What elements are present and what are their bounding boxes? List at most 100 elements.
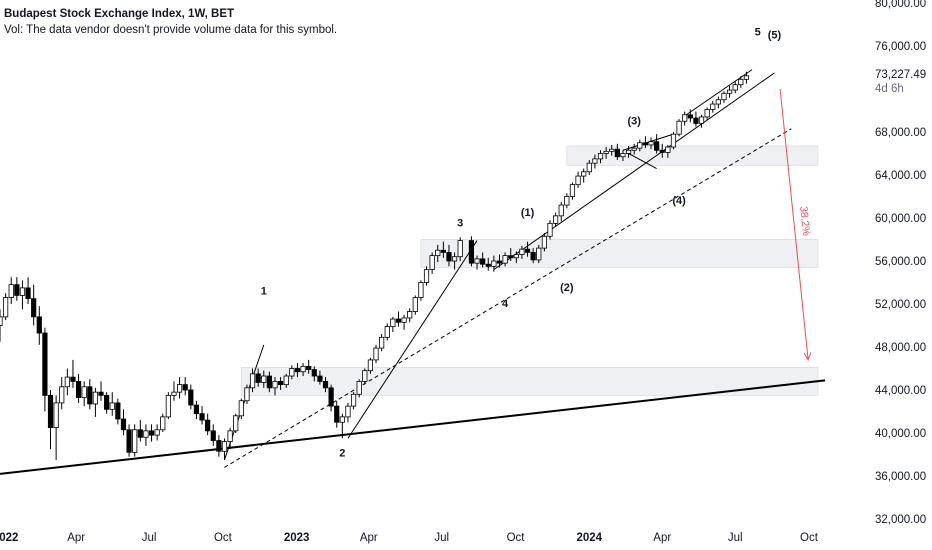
candle-body bbox=[614, 148, 620, 158]
candle-body bbox=[715, 99, 721, 105]
price-tick-label: 60,000.00 bbox=[875, 213, 926, 225]
candle-body bbox=[732, 84, 738, 91]
candle-body bbox=[687, 114, 693, 119]
candle-body bbox=[81, 386, 87, 398]
candle-body bbox=[547, 222, 553, 237]
candle-body bbox=[199, 413, 205, 421]
candle-body bbox=[631, 147, 637, 151]
candle-body bbox=[165, 394, 171, 418]
candle-body bbox=[412, 297, 418, 312]
wave-label: 4 bbox=[502, 298, 509, 310]
candle-body bbox=[322, 380, 329, 389]
candle-body bbox=[491, 260, 497, 267]
candle-body bbox=[104, 394, 110, 410]
candle-body bbox=[98, 391, 104, 396]
candle-body bbox=[670, 133, 677, 148]
time-tick-label: Apr bbox=[653, 532, 671, 544]
candle-body bbox=[31, 298, 37, 318]
fib-label: 38.2% bbox=[797, 206, 812, 237]
price-tick-label: 76,000.00 bbox=[875, 41, 926, 53]
wave-labels: 1 2 3 4 5 (1) (2) (3) (4) (5) bbox=[261, 26, 782, 459]
support-zone bbox=[420, 239, 819, 268]
trendline bbox=[684, 69, 753, 117]
candle-body bbox=[620, 153, 626, 158]
candle-body bbox=[586, 162, 592, 173]
candle-body bbox=[451, 256, 458, 262]
candle-body bbox=[541, 235, 547, 249]
candle-body bbox=[536, 247, 542, 261]
trendline bbox=[493, 72, 775, 271]
candle-body bbox=[3, 297, 9, 318]
candle-body bbox=[244, 387, 250, 402]
trendline bbox=[622, 133, 674, 151]
candle-body bbox=[109, 402, 115, 410]
wave-label: 1 bbox=[261, 285, 267, 297]
candle-body bbox=[648, 141, 654, 146]
candle-body bbox=[148, 430, 155, 436]
candle-body bbox=[581, 171, 587, 177]
price-tick-label: 56,000.00 bbox=[875, 256, 926, 268]
symbol-title[interactable]: Budapest Stock Exchange Index, 1W, BET bbox=[4, 8, 235, 20]
candle-body bbox=[210, 430, 216, 441]
wave-label: (3) bbox=[627, 115, 641, 127]
candle-body bbox=[407, 311, 413, 319]
candle-body bbox=[553, 215, 559, 224]
candle-body bbox=[558, 204, 564, 217]
candle-body bbox=[738, 78, 744, 86]
candle-body bbox=[92, 391, 99, 405]
trendlines bbox=[0, 69, 826, 475]
candle-body bbox=[519, 248, 525, 255]
chart-legend: Budapest Stock Exchange Index, 1W, BET V… bbox=[4, 6, 337, 38]
support-zone bbox=[566, 145, 819, 166]
candle-body bbox=[418, 282, 424, 298]
candle-body bbox=[609, 148, 615, 152]
candle-body bbox=[227, 430, 233, 443]
wave-label: (1) bbox=[521, 207, 535, 219]
candle-body bbox=[306, 365, 312, 370]
candle-body bbox=[0, 316, 3, 326]
candle-body bbox=[496, 260, 503, 264]
candle-body bbox=[362, 370, 368, 382]
candle-body bbox=[143, 430, 149, 438]
candle-body bbox=[272, 380, 278, 389]
candle-body bbox=[115, 402, 121, 420]
time-tick-label: 2023 bbox=[284, 532, 310, 544]
candle-body bbox=[317, 375, 323, 382]
candle-body bbox=[401, 317, 407, 323]
support-zone bbox=[241, 367, 819, 396]
candle-body bbox=[249, 373, 256, 389]
candle-body bbox=[682, 114, 688, 122]
candle-body bbox=[704, 109, 710, 118]
candle-body bbox=[446, 251, 452, 262]
candle-body bbox=[721, 92, 727, 101]
candle-body bbox=[294, 368, 301, 373]
candle-body bbox=[395, 318, 402, 323]
candle-body bbox=[300, 365, 306, 373]
price-tick-label: 80,000.00 bbox=[875, 0, 926, 10]
candle-body bbox=[502, 255, 508, 264]
price-tick-label: 40,000.00 bbox=[875, 428, 926, 440]
candle-body bbox=[14, 284, 20, 296]
candle-body bbox=[457, 240, 463, 258]
trendline bbox=[224, 128, 792, 468]
candle-body bbox=[356, 380, 362, 395]
time-tick-label: 2024 bbox=[576, 532, 602, 544]
volume-note: Vol: The data vendor doesn't provide vol… bbox=[4, 24, 338, 36]
candle-body bbox=[435, 249, 441, 257]
wave-label: (2) bbox=[560, 282, 574, 294]
candle-body bbox=[126, 429, 132, 453]
price-axis[interactable]: 80,000.00 76,000.00 68,000.00 64,000.00 60,0… bbox=[875, 0, 926, 526]
countdown-value: 4d 6h bbox=[875, 83, 904, 95]
time-axis[interactable]: 2022 Apr Jul Oct 2023 Apr Jul Oct 2024 Apr Jul Oct bbox=[0, 532, 819, 544]
candle-body bbox=[384, 326, 390, 338]
candle-body bbox=[676, 120, 682, 135]
candle-body bbox=[373, 347, 379, 361]
candle-body bbox=[221, 441, 228, 452]
candle-body bbox=[429, 255, 435, 271]
candle-body bbox=[480, 258, 486, 265]
candle-body bbox=[59, 386, 65, 404]
candle-body bbox=[255, 373, 261, 383]
candle-body bbox=[120, 418, 127, 431]
candle-body bbox=[70, 376, 76, 382]
